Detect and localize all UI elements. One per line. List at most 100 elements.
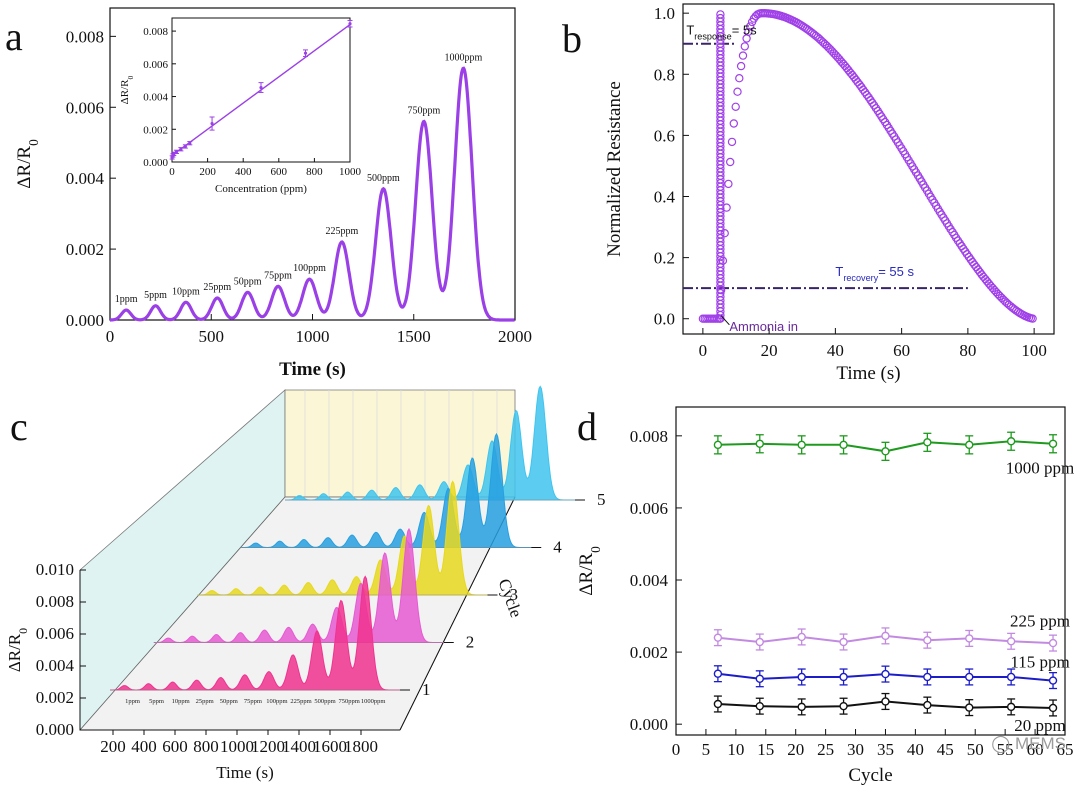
inset-data-point	[174, 150, 179, 154]
data-point	[881, 447, 890, 456]
peak-label: 50ppm	[234, 276, 262, 287]
response-curve	[110, 66, 515, 322]
data-point	[839, 701, 848, 711]
peak-label: 1000ppm	[444, 52, 482, 63]
data-point	[1006, 437, 1016, 446]
data-marker	[740, 42, 750, 51]
x-tick-label: 20	[787, 740, 804, 759]
data-point	[881, 669, 890, 679]
panel-letter-c: c	[10, 404, 28, 449]
inset-x-axis-title: Concentration (ppm)	[215, 183, 307, 195]
watermark-label: ◯ MEMS	[991, 734, 1066, 754]
y-tick-label: 0.008	[36, 592, 74, 611]
panel-c-chart: 0.000 0.002 0.004 0.006 0.008 0.010 ΔR/R0 200 40…	[5, 385, 606, 782]
x-tick-label: 5	[702, 740, 711, 759]
data-point	[797, 702, 806, 712]
peak-label: 750ppm	[338, 698, 359, 705]
y-tick-label: 0.004	[630, 571, 669, 590]
series-label: 225 ppm	[1010, 611, 1070, 630]
ammonia-arrow	[720, 315, 730, 326]
y-tick-label: 0.008	[66, 27, 104, 46]
x-tick-label: 15	[757, 740, 774, 759]
x-tick-label: 10	[727, 740, 744, 759]
panel-b-chart: 0 20 40 60 80 100 0.0 0.2 0.4 0.6 0.8 1.0 Time (s) No…	[604, 3, 1055, 384]
y-tick-label: 0.010	[36, 560, 74, 579]
x-tick-label: 500	[199, 327, 225, 346]
peak-label: 500ppm	[367, 173, 400, 184]
data-point	[713, 633, 723, 642]
x-tick-label: 20	[761, 341, 778, 360]
x-tick-label: 1600	[313, 737, 347, 756]
cycle-tick-label: 2	[466, 633, 475, 652]
panel-letter-b: b	[562, 16, 582, 61]
peak-label: 500ppm	[314, 698, 335, 705]
peak-label: 1000ppm	[361, 698, 386, 705]
data-marker	[744, 27, 753, 36]
x-tick-label: 0	[106, 327, 115, 346]
inset-data-point	[183, 144, 187, 149]
x-axis-title: Time (s)	[836, 363, 900, 384]
x-tick-label: 80	[959, 341, 976, 360]
peak-label: 100ppm	[293, 263, 326, 274]
data-point	[755, 439, 764, 448]
y-tick-label: 0.006	[66, 98, 104, 117]
y-tick-label: 0.0	[654, 310, 675, 329]
depth-axis-title: Cycle	[494, 576, 525, 620]
data-marker	[726, 157, 735, 167]
inset-data-point	[259, 85, 263, 90]
data-marker	[1028, 314, 1037, 323]
y-tick-label: 0.006	[36, 624, 74, 643]
x-tick-label: 55	[997, 740, 1014, 759]
axes-frame	[682, 3, 1055, 335]
peak-label: 5ppm	[144, 290, 167, 301]
peak-label: 1ppm	[125, 698, 140, 705]
data-point	[923, 672, 932, 682]
response-time-annotation: Tresponse= 5s	[686, 23, 757, 42]
x-tick-label: 2000	[498, 327, 532, 346]
inset-data-point	[188, 141, 192, 145]
peak-label: 50ppm	[220, 698, 238, 705]
data-point	[1048, 439, 1058, 448]
data-point	[797, 632, 806, 642]
peak-label: 25ppm	[203, 282, 231, 293]
inset-data-point	[210, 121, 214, 126]
data-point	[923, 636, 932, 645]
panel-a-chart: 0 500 1000 1500 20000.0000.0020.0040.0060.00…	[14, 7, 532, 380]
data-marker	[724, 179, 733, 189]
inset-data-point	[348, 22, 352, 26]
peak-label: 225ppm	[325, 226, 358, 237]
data-point	[965, 672, 974, 682]
panel-letter-d: d	[577, 404, 597, 449]
y-tick-label: 0.000	[36, 720, 74, 739]
inset-x-tick-label: 800	[306, 166, 323, 178]
inset-x-tick-label: 1000	[339, 166, 362, 178]
x-tick-label: 1000	[220, 737, 254, 756]
y-axis-title: ΔR/R0	[576, 546, 603, 596]
x-tick-label: 1000	[296, 327, 330, 346]
y-tick-label: 0.002	[36, 688, 74, 707]
peak-label: 75ppm	[264, 270, 292, 281]
data-point	[755, 637, 764, 647]
inset-x-tick-label: 400	[235, 166, 252, 178]
x-tick-label: 40	[907, 740, 924, 759]
y-tick-label: 0.000	[630, 715, 668, 734]
wechat-icon: ◯	[991, 734, 1011, 753]
y-tick-label: 0.004	[66, 169, 105, 188]
inset-x-tick-label: 200	[199, 166, 216, 178]
cycle-tick-label: 1	[422, 680, 431, 699]
data-point	[713, 699, 723, 709]
inset-y-tick-label: 0.008	[143, 26, 168, 38]
x-tick-label: 800	[193, 737, 219, 756]
data-point	[923, 700, 932, 710]
data-point	[965, 440, 974, 450]
y-tick-label: 1.0	[654, 4, 675, 23]
inset-y-axis-title: ΔR/R0	[119, 76, 135, 105]
x-tick-label: 1500	[397, 327, 431, 346]
peak-label: 750ppm	[407, 105, 440, 116]
data-point	[713, 440, 723, 450]
data-point	[965, 634, 974, 643]
cycle-tick-label: 4	[553, 538, 562, 557]
data-point	[1006, 637, 1016, 646]
